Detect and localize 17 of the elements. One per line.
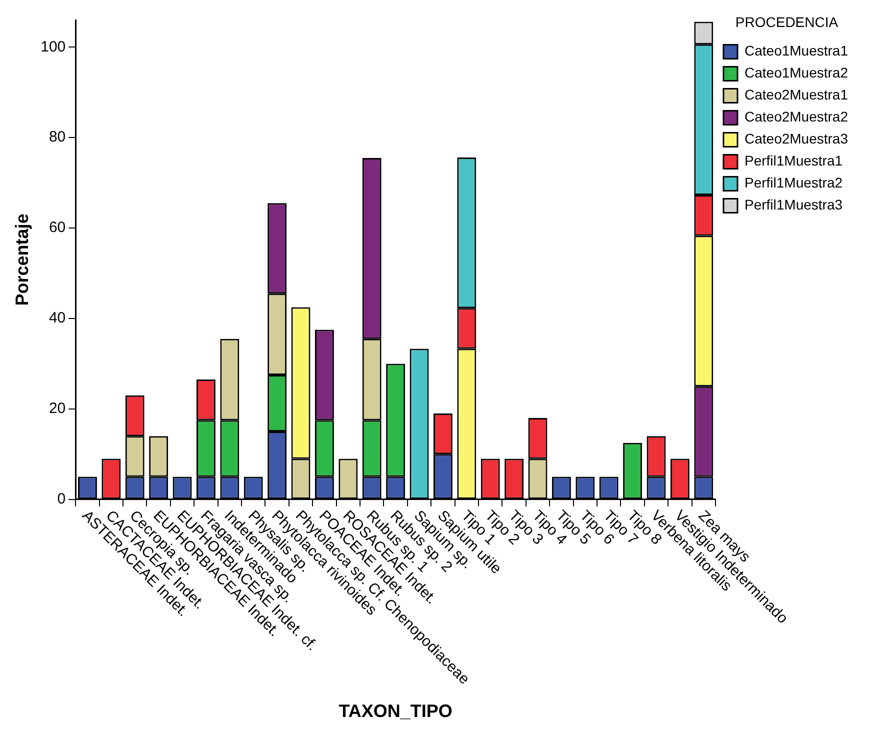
legend-label: Cateo2Muestra2 <box>744 108 848 125</box>
y-axis-title: Porcentaje <box>12 214 32 306</box>
legend-label: Perfil1Muestra2 <box>744 174 843 191</box>
legend-label: Cateo2Muestra3 <box>744 130 848 147</box>
x-axis-title: TAXON_TIPO <box>338 701 452 722</box>
legend-label: Cateo1Muestra2 <box>744 64 848 81</box>
y-tick-label: 20 <box>48 400 66 418</box>
y-tick-label: 60 <box>48 219 66 236</box>
y-tick-label: 0 <box>57 490 66 508</box>
legend-label: Cateo1Muestra1 <box>744 42 848 59</box>
y-tick-label: 40 <box>48 310 66 327</box>
legend-title: PROCEDENCIA <box>735 14 839 30</box>
y-tick-label: 100 <box>40 38 66 56</box>
y-tick-label: 80 <box>48 128 66 146</box>
legend-label: Perfil1Muestra1 <box>744 152 843 169</box>
legend-label: Perfil1Muestra3 <box>744 196 843 213</box>
legend-label: Cateo2Muestra1 <box>744 86 848 103</box>
